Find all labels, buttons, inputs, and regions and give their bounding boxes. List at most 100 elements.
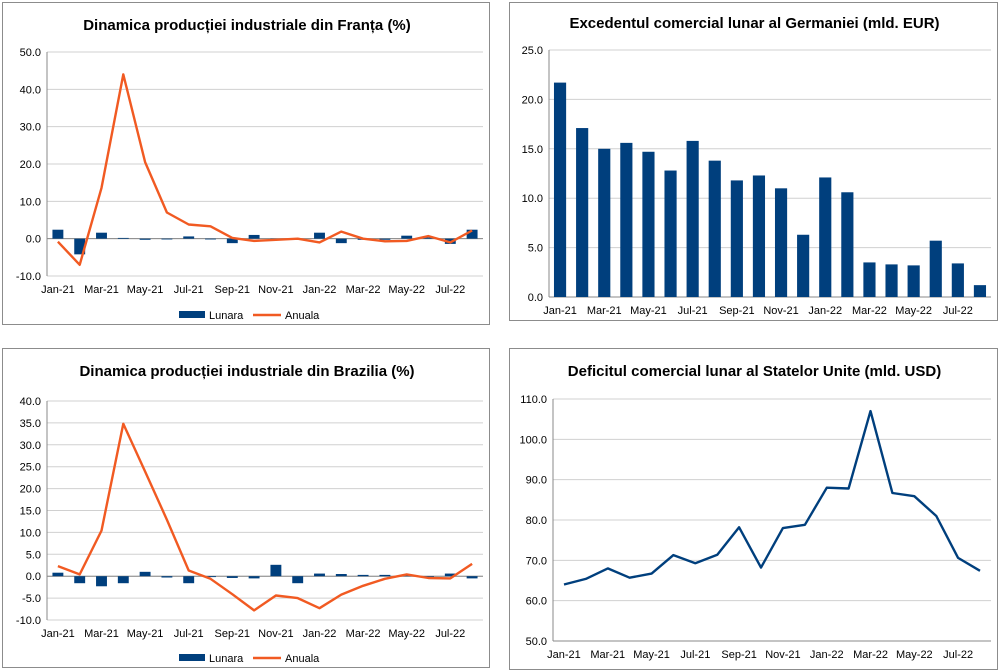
bar-lunara-Feb-21 — [74, 576, 86, 584]
bar-excedent-May-22 — [907, 265, 920, 297]
bar-excedent-Oct-21 — [752, 175, 766, 297]
y-tick-label: 110.0 — [520, 394, 547, 406]
bar-lunara-Sep-21 — [226, 238, 238, 244]
x-tick-label: Nov-21 — [763, 305, 798, 317]
y-tick-label: 35.0 — [20, 418, 41, 430]
bar-lunara-Aug-21 — [205, 576, 216, 578]
y-tick-label: 0.0 — [528, 292, 543, 304]
bar-lunara-May-21 — [139, 571, 151, 577]
bar-lunara-Oct-21 — [248, 234, 260, 239]
bar-excedent-May-21 — [642, 151, 655, 297]
y-tick-label: -10.0 — [16, 615, 41, 627]
chart-panel-usa: Deficitul comercial lunar al Statelor Un… — [509, 348, 998, 670]
bar-excedent-Mar-22 — [863, 262, 876, 297]
x-tick-label: Jan-21 — [41, 284, 75, 296]
x-tick-label: Jul-21 — [678, 305, 708, 317]
x-tick-label: Jul-22 — [435, 284, 465, 296]
bar-lunara-Feb-22 — [335, 238, 347, 244]
chart-france-svg: Dinamica producției industriale din Fran… — [16, 17, 483, 322]
chart-panel-brazil: Dinamica producției industriale din Braz… — [2, 348, 490, 668]
bar-lunara-Mar-21 — [96, 576, 107, 587]
x-tick-label: Mar-21 — [590, 649, 625, 661]
y-tick-label: 60.0 — [526, 596, 547, 608]
bar-lunara-Jul-22 — [444, 573, 456, 577]
y-tick-label: 0.0 — [26, 571, 41, 583]
bar-excedent-Feb-21 — [576, 128, 589, 297]
y-tick-label: 50.0 — [20, 47, 41, 59]
bar-lunara-Jan-22 — [314, 573, 325, 577]
bar-lunara-May-22 — [401, 235, 413, 239]
chart-panel-germany: Excedentul comercial lunar al Germaniei … — [509, 2, 998, 321]
bar-excedent-Nov-21 — [774, 188, 788, 297]
chart-title: Dinamica producției industriale din Braz… — [79, 363, 414, 380]
x-tick-label: May-22 — [895, 305, 932, 317]
bar-lunara-May-21 — [139, 238, 151, 240]
bar-lunara-Aug-21 — [205, 238, 216, 240]
x-tick-label: Jan-22 — [303, 284, 337, 296]
y-tick-label: 30.0 — [20, 440, 41, 452]
x-tick-label: Jan-21 — [41, 628, 75, 640]
bar-lunara-Jan-21 — [52, 229, 64, 239]
y-tick-label: 100.0 — [519, 434, 547, 446]
chart-brazil-svg: Dinamica producției industriale din Braz… — [16, 363, 483, 665]
bar-excedent-Feb-22 — [841, 192, 854, 297]
bar-lunara-Nov-21 — [270, 564, 282, 577]
legend-label-lunara: Lunara — [209, 310, 244, 322]
x-tick-label: Jul-22 — [943, 305, 973, 317]
y-tick-label: 20.0 — [20, 484, 41, 496]
bar-lunara-Aug-22 — [466, 576, 478, 579]
legend-swatch-lunara — [179, 654, 205, 661]
legend-label-lunara: Lunara — [209, 653, 244, 665]
x-tick-label: May-21 — [633, 649, 670, 661]
x-tick-label: Mar-22 — [852, 305, 887, 317]
x-tick-label: Mar-22 — [346, 284, 381, 296]
y-tick-label: 50.0 — [526, 636, 547, 648]
x-tick-label: May-21 — [630, 305, 667, 317]
x-tick-label: Nov-21 — [258, 284, 293, 296]
chart-title: Dinamica producției industriale din Fran… — [83, 17, 411, 34]
x-tick-label: Jul-21 — [174, 284, 204, 296]
chart-usa-svg: Deficitul comercial lunar al Statelor Un… — [519, 363, 991, 661]
bar-lunara-Jul-21 — [183, 236, 195, 239]
bar-lunara-Feb-22 — [335, 574, 347, 577]
bar-excedent-Jul-22 — [951, 263, 964, 297]
x-tick-label: Mar-22 — [853, 649, 888, 661]
bar-lunara-Jun-22 — [423, 237, 434, 239]
y-tick-label: 90.0 — [526, 475, 547, 487]
y-tick-label: 15.0 — [20, 506, 41, 518]
bar-excedent-Mar-21 — [598, 148, 611, 297]
bar-excedent-Jan-22 — [819, 177, 832, 297]
y-tick-label: 10.0 — [20, 527, 41, 539]
y-tick-label: -10.0 — [16, 271, 41, 283]
y-tick-label: 20.0 — [20, 159, 41, 171]
y-tick-label: 10.0 — [20, 196, 41, 208]
y-tick-label: 70.0 — [526, 555, 547, 567]
x-tick-label: Mar-21 — [84, 284, 119, 296]
y-tick-label: 40.0 — [20, 396, 41, 408]
legend-label-anuala: Anuala — [285, 653, 320, 665]
y-tick-label: 25.0 — [522, 45, 543, 57]
bar-lunara-Aug-22 — [466, 229, 478, 239]
x-tick-label: Sep-21 — [721, 649, 756, 661]
line-series-anuala — [57, 73, 473, 266]
y-tick-label: 15.0 — [522, 144, 543, 156]
bar-lunara-Jan-22 — [314, 232, 325, 239]
x-tick-label: Jan-22 — [303, 628, 337, 640]
x-tick-label: Mar-21 — [587, 305, 622, 317]
bar-excedent-Jul-21 — [686, 140, 699, 297]
bar-excedent-Aug-22 — [973, 285, 987, 297]
bar-lunara-Oct-21 — [248, 576, 260, 579]
x-tick-label: Mar-21 — [84, 628, 119, 640]
bar-excedent-Sep-21 — [730, 180, 743, 297]
y-tick-label: 20.0 — [522, 94, 543, 106]
chart-title: Deficitul comercial lunar al Statelor Un… — [568, 363, 941, 380]
bar-lunara-Jul-21 — [183, 576, 195, 584]
x-tick-label: Jan-22 — [810, 649, 844, 661]
x-tick-label: Jan-21 — [547, 649, 581, 661]
bar-lunara-Apr-22 — [379, 574, 391, 577]
y-tick-label: 0.0 — [26, 234, 41, 246]
bar-excedent-Dec-21 — [797, 234, 810, 297]
x-tick-label: May-22 — [388, 284, 425, 296]
chart-germany-svg: Excedentul comercial lunar al Germaniei … — [522, 15, 991, 317]
bar-excedent-Jan-21 — [553, 82, 567, 297]
